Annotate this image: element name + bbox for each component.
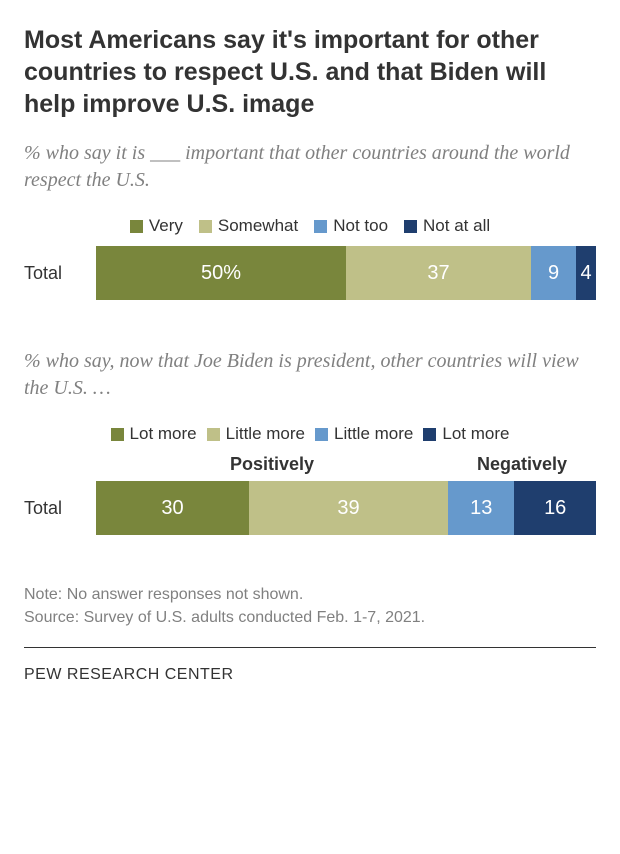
legend-label: Lot more [442,424,509,444]
legend-label: Little more [334,424,413,444]
legend-swatch [130,220,143,233]
legend-item: Lot more [111,424,197,444]
legend-item: Little more [315,424,413,444]
chart-title: Most Americans say it's important for ot… [24,24,596,120]
legend-swatch [404,220,417,233]
stacked-bar: 30 39 13 16 [96,481,596,535]
bar-segment-very: 50% [96,246,346,300]
legend-label: Little more [226,424,305,444]
legend-label: Lot more [130,424,197,444]
bar-segment-little-more-pos: 39 [249,481,448,535]
legend-swatch [315,428,328,441]
legend-swatch [111,428,124,441]
legend-label: Not at all [423,216,490,236]
stacked-bar: 50% 37 9 4 [96,246,596,300]
chart2-subtitle: % who say, now that Joe Biden is preside… [24,348,596,402]
bar-segment-lot-more-pos: 30 [96,481,249,535]
legend-item: Lot more [423,424,509,444]
chart1-legend: Very Somewhat Not too Not at all [24,216,596,236]
chart1-row: Total 50% 37 9 4 [24,246,596,300]
legend-swatch [199,220,212,233]
bar-segment-not-at-all: 4 [576,246,596,300]
row-label: Total [24,263,96,284]
attribution: PEW RESEARCH CENTER [24,666,596,684]
footnotes: Note: No answer responses not shown. Sou… [24,583,596,648]
legend-item: Little more [207,424,305,444]
chart1-subtitle: % who say it is ___ important that other… [24,140,596,194]
bar-segment-not-too: 9 [531,246,576,300]
group-label-negative: Negatively [448,454,596,475]
legend-label: Not too [333,216,388,236]
legend-item: Not too [314,216,388,236]
chart2-group-labels: Positively Negatively [24,454,596,475]
legend-label: Somewhat [218,216,298,236]
source-text: Source: Survey of U.S. adults conducted … [24,606,596,629]
bar-segment-somewhat: 37 [346,246,531,300]
legend-item: Very [130,216,183,236]
row-label: Total [24,498,96,519]
legend-item: Somewhat [199,216,298,236]
legend-swatch [207,428,220,441]
legend-label: Very [149,216,183,236]
legend-swatch [423,428,436,441]
legend-swatch [314,220,327,233]
chart2-legend: Lot more Little more Little more Lot mor… [24,424,596,444]
chart2-row: Total 30 39 13 16 [24,481,596,535]
note-text: Note: No answer responses not shown. [24,583,596,606]
group-label-positive: Positively [96,454,448,475]
legend-item: Not at all [404,216,490,236]
bar-segment-lot-more-neg: 16 [514,481,596,535]
bar-segment-little-more-neg: 13 [448,481,514,535]
